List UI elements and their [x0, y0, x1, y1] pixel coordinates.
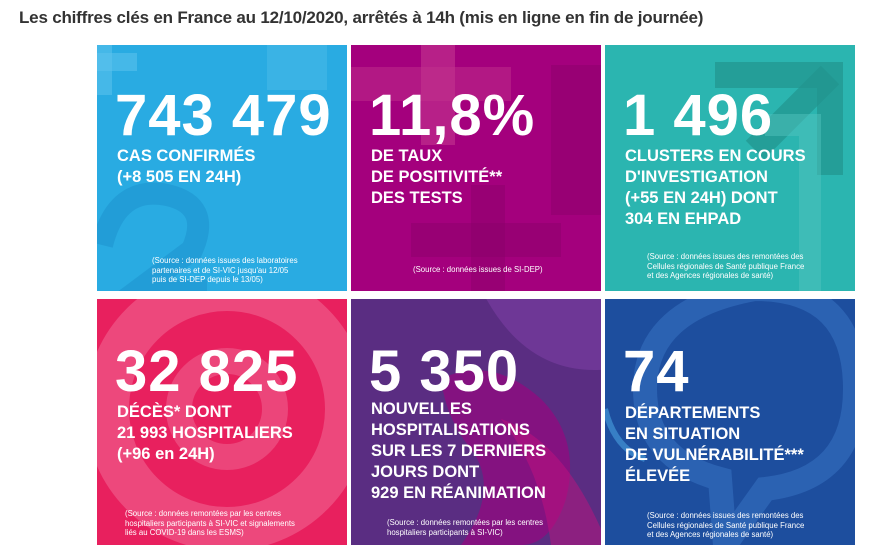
hospitalisations-source-line: (Source : données remontées par les cent… — [387, 518, 544, 527]
plus-decoration — [351, 45, 601, 291]
page-title: Les chiffres clés en France au 12/10/202… — [19, 8, 704, 27]
deaths-source-line: liés au COVID-19 dans les ESMS) — [125, 528, 244, 537]
hospitalisations-line-3: SUR LES 7 DERNIERS — [371, 442, 547, 460]
clusters-line-2: D'INVESTIGATION — [625, 168, 768, 186]
hospitalisations-source-line: hospitaliers participants à SI-VIC) — [387, 527, 503, 537]
tile-clusters: 1 496 CLUSTERS EN COURS D'INVESTIGATION … — [605, 45, 855, 291]
cases-line-1: CAS CONFIRMÉS — [117, 147, 256, 165]
deaths-line-3: (+96 en 24H) — [117, 445, 215, 463]
cases-source-line: (Source : données issues des laboratoire… — [152, 256, 298, 265]
hospitalisations-line-1: NOUVELLES — [371, 400, 472, 418]
circles-decoration — [97, 299, 347, 545]
departments-source-line: (Source : données issues des remontées d… — [647, 511, 804, 520]
tile-hospitalisations: 5 350 NOUVELLES HOSPITALISATIONS SUR LES… — [351, 299, 601, 545]
clusters-line-4: 304 EN EHPAD — [625, 210, 742, 228]
departments-line-4: ÉLEVÉE — [625, 467, 691, 485]
departments-source-line: et des Agences régionales de santé) — [647, 530, 774, 539]
deaths-value: 32 825 — [115, 339, 299, 404]
hospitalisations-line-2: HOSPITALISATIONS — [371, 421, 530, 439]
arrow-decoration — [715, 62, 843, 291]
clusters-line-3: (+55 EN 24H) DONT — [625, 189, 778, 207]
departments-value: 74 — [623, 339, 690, 404]
clusters-value: 1 496 — [623, 83, 774, 148]
hospitalisations-line-4: JOURS DONT — [371, 463, 480, 481]
hospitalisations-source: (Source : données remontées par les cent… — [387, 518, 543, 537]
plus-and-number-decoration — [97, 45, 327, 291]
clusters-source-line: et des Agences régionales de santé) — [647, 271, 774, 280]
hospitalisations-description: NOUVELLES HOSPITALISATIONS SUR LES 7 DER… — [371, 399, 546, 504]
hospitalisations-value: 5 350 — [369, 339, 520, 404]
deaths-line-1: DÉCÈS* DONT — [117, 403, 232, 421]
departments-line-1: DÉPARTEMENTS — [625, 404, 761, 422]
clusters-source-line: Cellules régionales de Santé publique Fr… — [647, 261, 805, 271]
clusters-source: (Source : données issues des remontées d… — [647, 252, 804, 281]
tile-positivity: 11,8% DE TAUX DE POSITIVITÉ** DES TESTS … — [351, 45, 601, 291]
positivity-line-3: DES TESTS — [371, 189, 463, 207]
departments-description: DÉPARTEMENTS EN SITUATION DE VULNÉRABILI… — [625, 403, 804, 487]
tile-confirmed-cases: 743 479 CAS CONFIRMÉS (+8 505 EN 24H) (S… — [97, 45, 347, 291]
blob-decoration — [441, 299, 601, 545]
tile-deaths: 32 825 DÉCÈS* DONT 21 993 HOSPITALIERS (… — [97, 299, 347, 545]
deaths-description: DÉCÈS* DONT 21 993 HOSPITALIERS (+96 en … — [117, 402, 293, 465]
tile-departments: 74 DÉPARTEMENTS EN SITUATION DE VULNÉRAB… — [605, 299, 855, 545]
cases-source-line: puis de SI-DEP depuis le 13/05) — [152, 275, 263, 284]
departments-line-2: EN SITUATION — [625, 425, 741, 443]
departments-line-3: DE VULNÉRABILITÉ*** — [625, 446, 804, 464]
cases-source: (Source : données issues des laboratoire… — [152, 256, 298, 285]
cases-source-line: partenaires et de SI-VIC jusqu'au 12/05 — [152, 265, 289, 275]
cases-description: CAS CONFIRMÉS (+8 505 EN 24H) — [117, 146, 255, 188]
positivity-description: DE TAUX DE POSITIVITÉ** DES TESTS — [371, 146, 502, 209]
positivity-source-line: (Source : données issues de SI-DEP) — [413, 265, 543, 274]
departments-source: (Source : données issues des remontées d… — [647, 511, 804, 540]
departments-source-line: Cellules régionales de Santé publique Fr… — [647, 520, 805, 530]
clusters-source-line: (Source : données issues des remontées d… — [647, 252, 804, 261]
positivity-value: 11,8% — [369, 83, 536, 148]
positivity-source: (Source : données issues de SI-DEP) — [413, 265, 543, 275]
cases-value: 743 479 — [115, 83, 332, 148]
deaths-source: (Source : données remontées par les cent… — [125, 509, 295, 538]
positivity-line-2: DE POSITIVITÉ** — [371, 168, 503, 186]
clusters-line-1: CLUSTERS EN COURS — [625, 147, 806, 165]
hospitalisations-line-5: 929 EN RÉANIMATION — [371, 484, 546, 502]
deaths-line-2: 21 993 HOSPITALIERS — [117, 424, 293, 442]
clusters-description: CLUSTERS EN COURS D'INVESTIGATION (+55 E… — [625, 146, 806, 230]
positivity-line-1: DE TAUX — [371, 147, 443, 165]
cases-line-2: (+8 505 EN 24H) — [117, 168, 242, 186]
deaths-source-line: (Source : données remontées par les cent… — [125, 509, 282, 518]
deaths-source-line: hospitaliers participants à SI-VIC et si… — [125, 518, 295, 528]
speech-bubble-decoration — [605, 299, 855, 545]
